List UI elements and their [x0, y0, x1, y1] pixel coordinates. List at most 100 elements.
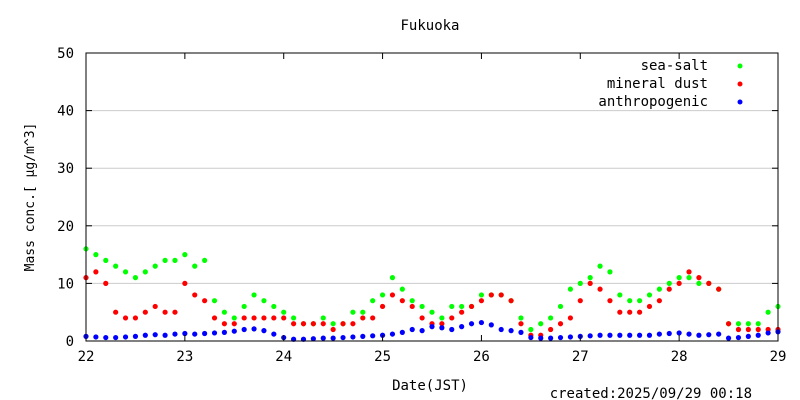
data-point-anthropogenic — [735, 334, 742, 341]
data-point-anthropogenic — [113, 334, 119, 341]
series-mineral-dust — [83, 269, 781, 338]
data-point-mineral-dust — [725, 321, 732, 327]
plot-grid — [86, 110, 778, 284]
data-point-sea-salt — [241, 303, 247, 310]
data-point-sea-salt — [548, 315, 554, 321]
x-tick-label: 24 — [275, 349, 292, 365]
data-point-sea-salt — [557, 303, 564, 310]
data-point-sea-salt — [627, 298, 633, 304]
data-point-sea-salt — [745, 321, 751, 327]
data-point-mineral-dust — [300, 321, 307, 327]
data-point-sea-salt — [113, 263, 119, 269]
data-point-mineral-dust — [696, 275, 702, 281]
data-point-sea-salt — [122, 269, 129, 275]
data-point-sea-salt — [607, 269, 613, 275]
data-point-sea-salt — [221, 309, 227, 315]
data-point-mineral-dust — [330, 326, 336, 333]
data-point-anthropogenic — [350, 334, 356, 340]
y-tick-label: 50 — [57, 46, 74, 62]
data-point-anthropogenic — [449, 326, 455, 333]
legend: sea-salt mineral dust anthropogenic — [598, 58, 743, 110]
data-point-sea-salt — [409, 298, 415, 304]
data-point-sea-salt — [103, 257, 109, 263]
data-point-anthropogenic — [765, 330, 771, 336]
legend-label-anthropogenic: anthropogenic — [598, 94, 708, 110]
data-point-sea-salt — [646, 292, 653, 298]
data-point-anthropogenic — [696, 332, 702, 338]
data-point-anthropogenic — [548, 335, 554, 341]
data-point-sea-salt — [389, 275, 396, 281]
y-tick-label: 30 — [57, 161, 74, 177]
y-tick-label: 0 — [66, 334, 74, 350]
data-point-mineral-dust — [637, 309, 643, 315]
data-point-anthropogenic — [152, 332, 158, 338]
data-point-anthropogenic — [409, 326, 415, 333]
data-point-sea-salt — [419, 303, 425, 310]
data-point-anthropogenic — [330, 335, 336, 341]
data-point-anthropogenic — [468, 321, 475, 327]
data-point-anthropogenic — [429, 324, 435, 330]
data-point-anthropogenic — [528, 334, 534, 341]
data-point-sea-salt — [350, 309, 356, 315]
data-point-anthropogenic — [478, 319, 485, 326]
data-point-sea-salt — [271, 303, 277, 310]
data-point-mineral-dust — [587, 280, 593, 286]
data-point-anthropogenic — [627, 332, 633, 338]
data-point-mineral-dust — [399, 298, 405, 304]
data-point-sea-salt — [686, 275, 692, 281]
data-point-mineral-dust — [646, 303, 653, 310]
data-point-mineral-dust — [459, 309, 465, 315]
data-point-anthropogenic — [498, 326, 504, 333]
data-point-sea-salt — [291, 315, 297, 321]
data-point-mineral-dust — [676, 280, 682, 286]
data-point-mineral-dust — [577, 298, 583, 304]
data-point-mineral-dust — [221, 321, 227, 327]
data-point-mineral-dust — [617, 309, 623, 315]
data-point-sea-salt — [676, 275, 682, 281]
data-point-anthropogenic — [488, 322, 494, 328]
data-point-sea-salt — [93, 252, 99, 258]
legend-marker-mineral-dust — [737, 81, 743, 87]
data-point-anthropogenic — [340, 334, 346, 341]
data-point-anthropogenic — [538, 335, 544, 341]
data-point-anthropogenic — [706, 332, 712, 338]
data-point-mineral-dust — [182, 280, 188, 286]
data-point-mineral-dust — [567, 315, 574, 321]
data-point-mineral-dust — [122, 315, 129, 321]
data-point-mineral-dust — [370, 315, 376, 321]
x-tick-label: 22 — [78, 349, 95, 365]
data-point-mineral-dust — [202, 298, 208, 304]
data-point-mineral-dust — [211, 315, 218, 321]
data-point-anthropogenic — [162, 332, 168, 338]
data-point-mineral-dust — [281, 315, 287, 321]
data-point-mineral-dust — [291, 321, 297, 327]
data-point-mineral-dust — [656, 298, 662, 304]
data-point-sea-salt — [478, 292, 485, 298]
data-point-mineral-dust — [557, 321, 564, 327]
data-point-mineral-dust — [350, 321, 356, 327]
data-point-mineral-dust — [340, 321, 346, 327]
data-point-mineral-dust — [172, 309, 178, 315]
data-point-mineral-dust — [251, 315, 257, 321]
data-point-anthropogenic — [251, 326, 257, 332]
x-tick-label: 23 — [176, 349, 193, 365]
data-point-mineral-dust — [360, 315, 366, 321]
data-point-sea-salt — [211, 298, 218, 304]
data-point-anthropogenic — [597, 332, 603, 338]
data-point-sea-salt — [330, 321, 336, 327]
data-point-mineral-dust — [152, 303, 158, 310]
data-point-mineral-dust — [755, 326, 761, 333]
data-point-sea-salt — [765, 309, 771, 315]
data-point-mineral-dust — [478, 298, 485, 304]
data-point-sea-salt — [567, 286, 574, 292]
data-point-mineral-dust — [518, 321, 524, 327]
data-point-anthropogenic — [676, 330, 682, 336]
data-point-anthropogenic — [716, 331, 722, 337]
data-point-anthropogenic — [617, 332, 623, 338]
plot-frame — [85, 52, 779, 342]
data-point-mineral-dust — [261, 315, 267, 321]
data-point-mineral-dust — [389, 292, 396, 298]
data-point-anthropogenic — [103, 334, 109, 341]
data-point-anthropogenic — [607, 332, 613, 338]
data-point-anthropogenic — [666, 330, 672, 337]
